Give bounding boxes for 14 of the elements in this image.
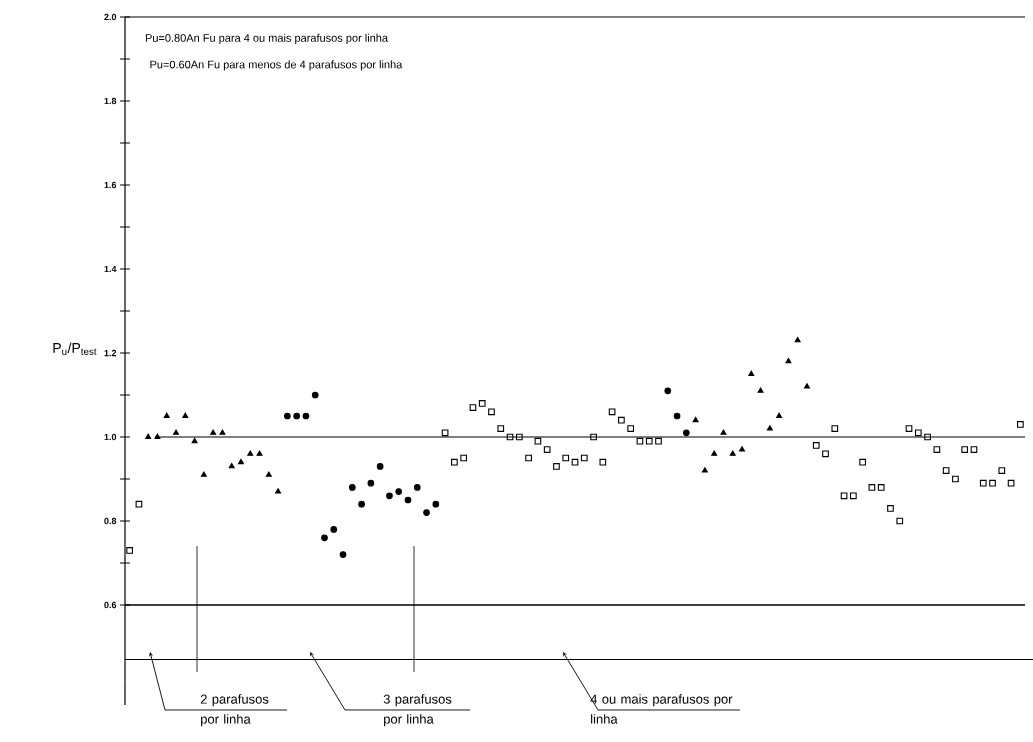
y-tick-label: 1.0 <box>104 433 117 441</box>
text: 3 parafusos por linha <box>383 694 452 727</box>
y-tick-label: 1.6 <box>104 181 117 189</box>
y-tick-label: 0.6 <box>104 601 117 609</box>
annotation: Pu=0.60An Fu para menos de 4 parafusos por linha <box>150 60 403 71</box>
y-tick-label: 0.8 <box>104 517 117 525</box>
annotation: Pu=0.80An Fu para 4 ou mais parafusos por linha <box>145 33 389 45</box>
y-tick-label: 1.4 <box>104 265 117 273</box>
y-axis-title: P$_{u}$/P$_{test}$ <box>53 342 97 355</box>
text: 2 parafusos por linha <box>200 694 269 727</box>
y-tick-label: 2.0 <box>104 13 117 21</box>
text: 4 ou mais parafusos por linha <box>590 694 733 724</box>
y-tick-label: 1.8 <box>104 97 117 105</box>
y-tick-label: 1.2 <box>104 349 117 357</box>
